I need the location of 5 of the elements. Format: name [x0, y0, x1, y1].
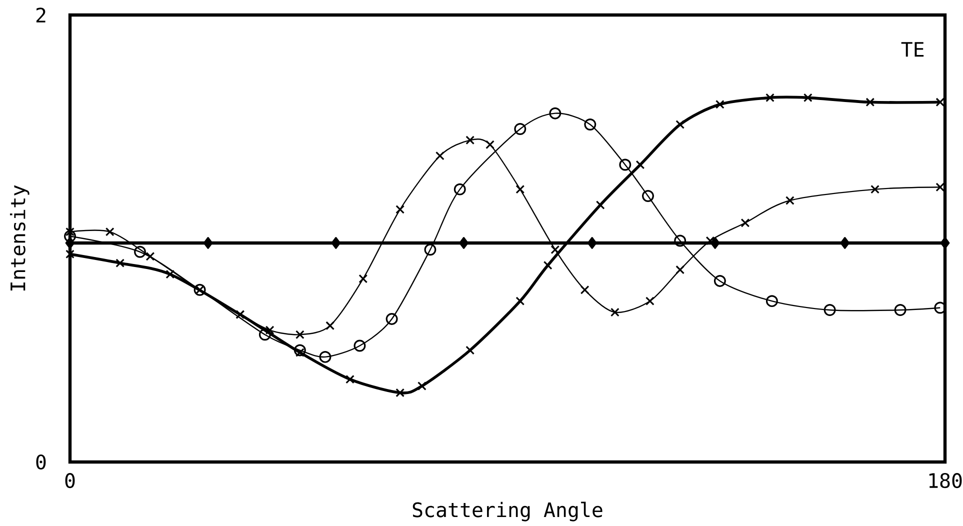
- annotation: TE: [901, 42, 924, 57]
- x-tick-label: 180: [929, 473, 962, 488]
- x-axis-title: Scattering Angle: [412, 502, 602, 522]
- y-axis-title: Intensity: [10, 185, 30, 291]
- y-tick-label: 2: [36, 8, 46, 22]
